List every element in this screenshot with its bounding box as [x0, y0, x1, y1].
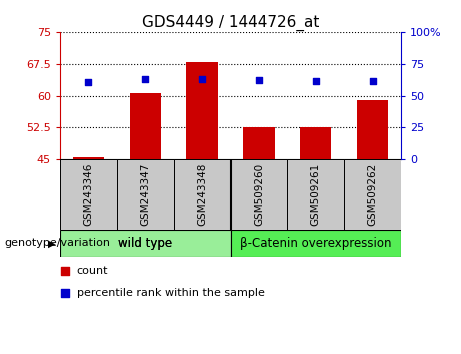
- Text: GSM509260: GSM509260: [254, 163, 264, 226]
- Bar: [60, 230, 230, 257]
- Point: [255, 78, 263, 83]
- Bar: [117, 159, 174, 230]
- Text: genotype/variation: genotype/variation: [5, 238, 111, 249]
- Title: GDS4449 / 1444726_at: GDS4449 / 1444726_at: [142, 14, 319, 30]
- Text: GSM243347: GSM243347: [140, 163, 150, 227]
- Text: wild type: wild type: [118, 237, 172, 250]
- Text: GSM243346: GSM243346: [83, 163, 94, 227]
- Bar: [230, 230, 401, 257]
- Bar: [174, 159, 230, 230]
- Bar: [60, 159, 117, 230]
- Point: [142, 76, 149, 82]
- Point: [369, 78, 376, 84]
- Bar: [230, 159, 287, 230]
- Point: [62, 291, 69, 296]
- Bar: [344, 159, 401, 230]
- Point: [198, 76, 206, 82]
- Text: wild type: wild type: [118, 237, 172, 250]
- Text: GSM509261: GSM509261: [311, 163, 321, 226]
- Text: GSM243348: GSM243348: [197, 163, 207, 227]
- Point: [62, 268, 69, 274]
- Text: β-Catenin overexpression: β-Catenin overexpression: [240, 237, 391, 250]
- Text: ▶: ▶: [48, 238, 55, 249]
- Text: count: count: [77, 266, 108, 276]
- Bar: [243, 127, 275, 159]
- Bar: [130, 93, 161, 159]
- Bar: [287, 159, 344, 230]
- Point: [312, 78, 319, 84]
- Text: GSM509262: GSM509262: [367, 163, 378, 226]
- Bar: [73, 157, 104, 159]
- Bar: [300, 127, 331, 159]
- Bar: [186, 62, 218, 159]
- Point: [85, 79, 92, 84]
- Bar: [357, 100, 388, 159]
- Text: percentile rank within the sample: percentile rank within the sample: [77, 288, 265, 298]
